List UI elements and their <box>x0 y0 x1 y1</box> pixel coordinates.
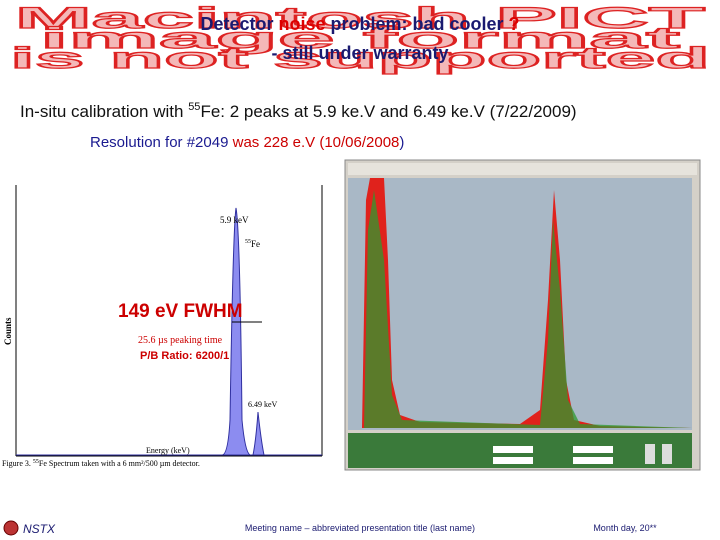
calibration: In-situ calibration with 55Fe: 2 peaks a… <box>20 101 577 121</box>
peaking-time: 25.6 µs peaking time <box>138 335 223 346</box>
field <box>573 457 613 464</box>
field <box>493 457 533 464</box>
isotope-label: 55Fe <box>245 239 260 249</box>
title-part: noise <box>278 14 325 34</box>
calibration-text: In-situ calibration with <box>20 102 188 121</box>
title-part: Detector <box>200 14 278 34</box>
resolution-part: was 228 e.V (10/06/2008 <box>232 134 400 151</box>
caption-text: Fe Spectrum taken with a 6 mm²/500 µm de… <box>39 459 200 468</box>
watermark: Macintosh PICT image format is not suppo… <box>9 1 710 75</box>
footer-meeting: Meeting name – abbreviated presentation … <box>245 523 475 533</box>
peak-label: 6.49 keV <box>248 400 278 409</box>
spectrum <box>16 207 322 456</box>
watermark-line: is not supported <box>10 42 710 75</box>
footer-org: NSTX <box>23 522 56 536</box>
software-screenshot <box>344 159 701 471</box>
field <box>493 446 533 453</box>
title-part: problem: bad cooler <box>326 14 509 34</box>
y-label: Counts <box>3 317 13 345</box>
subtitle: - still under warranty <box>271 43 448 63</box>
fwhm: 149 eV FWHM <box>118 301 243 322</box>
resolution: Resolution for #2049 was 228 e.V (10/06/… <box>90 134 404 151</box>
resolution-part: ) <box>399 134 404 151</box>
logo <box>3 520 19 536</box>
superscript: 55 <box>245 239 251 245</box>
plot-area <box>348 178 692 430</box>
resolution-part: Resolution for #2049 <box>90 134 233 151</box>
caption: Figure 3. 55Fe Spectrum taken with a 6 m… <box>2 459 200 468</box>
button <box>645 444 655 464</box>
caption-text: Figure 3. <box>2 459 33 468</box>
isotope: Fe <box>251 239 260 249</box>
peak-label: 5.9 keV <box>220 215 249 225</box>
watermark-line: Macintosh PICT <box>15 2 705 35</box>
pb-ratio: P/B Ratio: 6200/1 <box>140 350 229 362</box>
footer-date: Month day, 20** <box>593 523 657 533</box>
button <box>662 444 672 464</box>
title-part: ? <box>509 14 520 34</box>
x-label: Energy (keV) <box>146 446 190 455</box>
toolbar <box>348 163 697 175</box>
spectrum-figure: 5.9 keV 55Fe 149 eV FWHM 25.6 µs peaking… <box>2 185 323 468</box>
title: Detector noise problem: bad cooler ? <box>200 14 519 34</box>
watermark-line: image format <box>40 22 680 55</box>
superscript: 55 <box>33 459 39 465</box>
calibration-text: Fe: 2 peaks at 5.9 ke.V and 6.49 ke.V (7… <box>200 102 576 121</box>
superscript: 55 <box>188 101 200 113</box>
field <box>573 446 613 453</box>
